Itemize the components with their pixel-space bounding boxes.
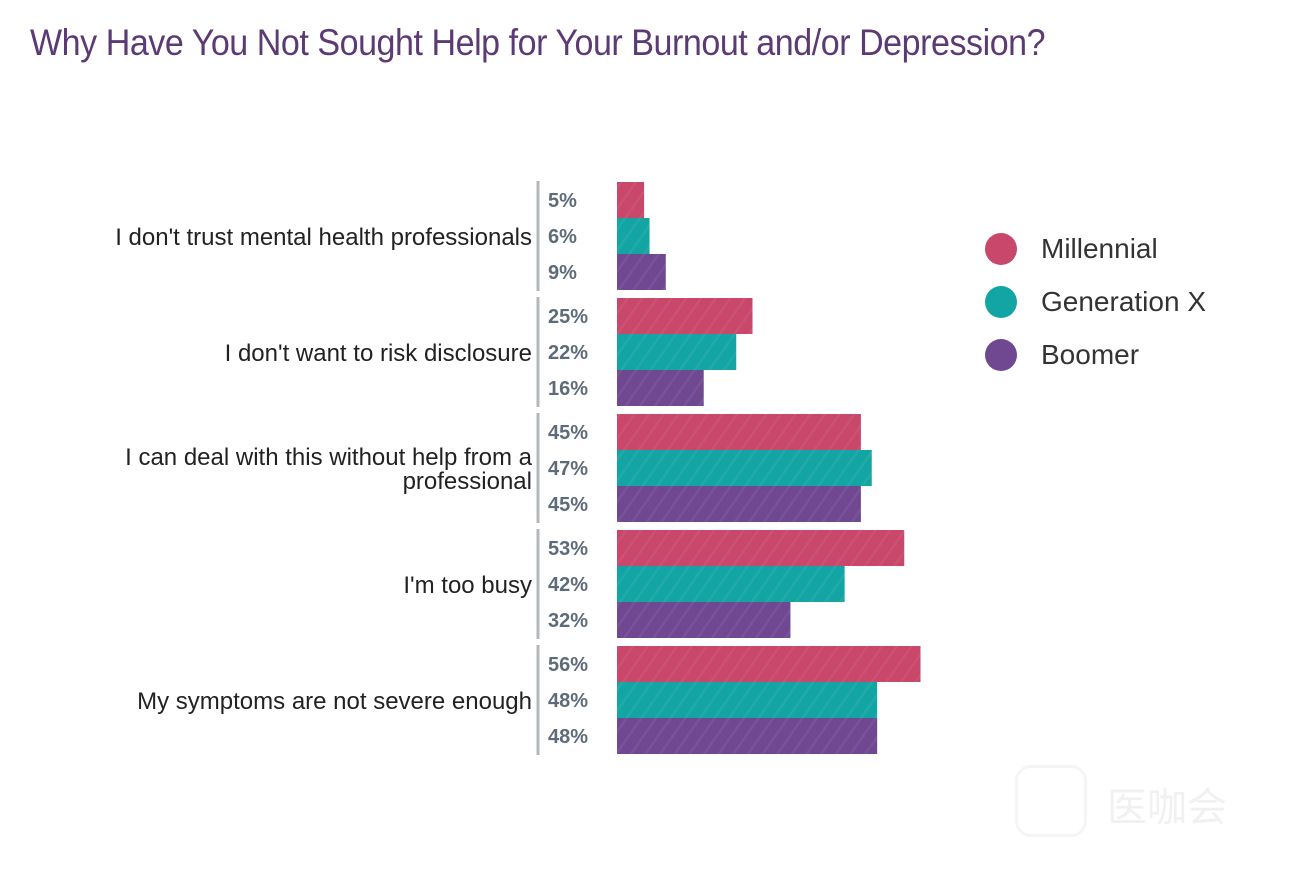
bar-texture: [617, 298, 753, 334]
bar-texture: [617, 450, 872, 486]
value-label-boomer: 48%: [548, 726, 588, 748]
legend: Millennial Generation X Boomer: [985, 222, 1206, 381]
bar-texture: [617, 486, 861, 522]
bar-texture: [617, 370, 704, 406]
value-label-millennial: 5%: [548, 190, 577, 212]
category-label: I'm too busy: [403, 572, 532, 599]
bar-texture: [617, 414, 861, 450]
legend-label-generation-x: Generation X: [1041, 285, 1206, 317]
legend-swatch-boomer: [985, 338, 1017, 371]
value-label-boomer: 45%: [548, 494, 588, 516]
legend-item-generation-x[interactable]: Generation X: [985, 275, 1206, 328]
value-label-boomer: 32%: [548, 610, 588, 632]
value-label-millennial: 56%: [548, 654, 588, 676]
legend-item-boomer[interactable]: Boomer: [985, 328, 1206, 381]
category-group-3: I can deal with this without help from a…: [125, 413, 872, 523]
legend-swatch-generation-x: [985, 285, 1017, 318]
bar-texture: [617, 682, 878, 718]
value-label-generation-x: 22%: [548, 342, 588, 364]
bar-texture: [617, 566, 845, 602]
category-label: I don't trust mental health professional…: [115, 224, 532, 251]
watermark-text: 医咖会: [1107, 785, 1227, 831]
bar-texture: [617, 718, 878, 754]
value-label-boomer: 9%: [548, 262, 577, 284]
legend-label-boomer: Boomer: [1041, 338, 1140, 370]
value-label-generation-x: 47%: [548, 458, 588, 480]
bar-texture: [617, 218, 650, 254]
value-label-generation-x: 48%: [548, 690, 588, 712]
value-label-millennial: 25%: [548, 306, 588, 328]
legend-label-millennial: Millennial: [1041, 232, 1158, 264]
bar-texture: [617, 182, 645, 218]
bar-texture: [617, 602, 791, 638]
watermark-logo: 医咖会: [1015, 765, 1255, 845]
value-label-millennial: 53%: [548, 538, 588, 560]
bar-texture: [617, 646, 921, 682]
category-group-5: My symptoms are not severe enough 56% 48% 4…: [137, 645, 921, 755]
value-label-generation-x: 6%: [548, 226, 577, 248]
category-group-2: I don't want to risk disclosure 25% 22% 16%: [225, 297, 753, 407]
chart-title: Why Have You Not Sought Help for Your Bu…: [30, 22, 1046, 63]
legend-item-millennial[interactable]: Millennial: [985, 222, 1206, 275]
bar-texture: [617, 530, 905, 566]
category-group-1: I don't trust mental health professional…: [115, 181, 666, 291]
value-label-millennial: 45%: [548, 422, 588, 444]
category-group-4: I'm too busy 53% 42% 32%: [403, 529, 905, 639]
watermark-icon: [1015, 765, 1087, 837]
value-label-generation-x: 42%: [548, 574, 588, 596]
category-label: I can deal with this without help from a: [125, 444, 533, 471]
bar-texture: [617, 254, 666, 290]
category-label: My symptoms are not severe enough: [137, 688, 532, 715]
category-label: professional: [403, 468, 532, 495]
category-label: I don't want to risk disclosure: [225, 340, 532, 367]
legend-swatch-millennial: [985, 232, 1017, 265]
bar-texture: [617, 334, 737, 370]
value-label-boomer: 16%: [548, 378, 588, 400]
